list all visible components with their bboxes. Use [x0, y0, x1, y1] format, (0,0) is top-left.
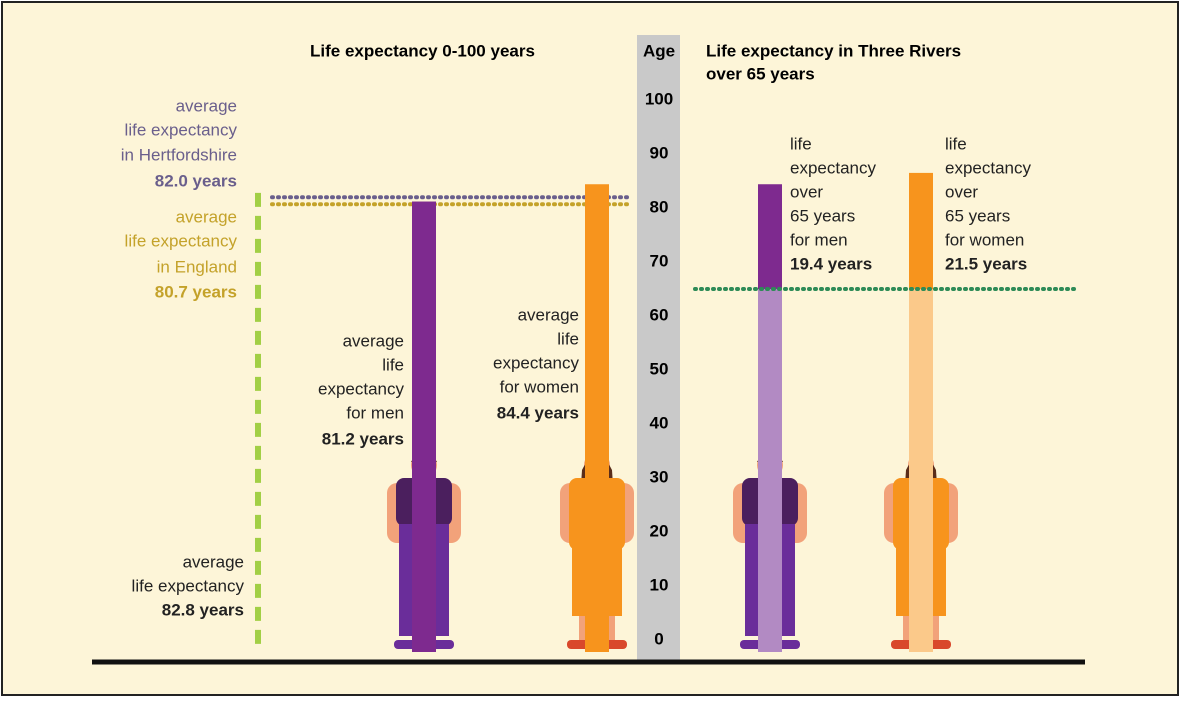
- y-tick-label: 20: [650, 521, 669, 540]
- y-tick-label: 0: [654, 629, 663, 648]
- bar-label: life: [557, 329, 579, 348]
- reference-label: life expectancy: [125, 120, 238, 139]
- reference-value: 82.0 years: [155, 171, 237, 190]
- axis-label: Age: [643, 41, 675, 60]
- reference-label: life expectancy: [132, 576, 245, 595]
- bar: [585, 184, 609, 653]
- bar-label: for women: [500, 377, 579, 396]
- bar-label: expectancy: [493, 353, 579, 372]
- reference-label: average: [176, 96, 237, 115]
- bar-value: 19.4 years: [790, 254, 872, 273]
- bar-value: 21.5 years: [945, 254, 1027, 273]
- bar-base: [909, 289, 933, 652]
- reference-label: in England: [157, 257, 237, 276]
- bar-label: over: [790, 182, 823, 201]
- reference-label: average: [183, 552, 244, 571]
- bar-label: life: [382, 355, 404, 374]
- bar: [412, 201, 436, 652]
- bar-value: 84.4 years: [497, 403, 579, 422]
- y-tick-label: 50: [650, 359, 669, 378]
- reference-label: life expectancy: [125, 231, 238, 250]
- bar-label: expectancy: [318, 379, 404, 398]
- bar-base: [758, 289, 782, 652]
- age-column: [637, 35, 680, 662]
- bar-label: expectancy: [790, 158, 876, 177]
- reference-value: 82.8 years: [162, 600, 244, 619]
- left-title: Life expectancy 0-100 years: [310, 41, 535, 60]
- bar-label: 65 years: [790, 206, 855, 225]
- y-tick-label: 40: [650, 413, 669, 432]
- y-tick-label: 10: [650, 575, 669, 594]
- y-tick-label: 100: [645, 89, 673, 108]
- y-tick-label: 90: [650, 143, 669, 162]
- bar-label: for men: [790, 230, 848, 249]
- bar-label: for women: [945, 230, 1024, 249]
- bar-label: expectancy: [945, 158, 1031, 177]
- right-title: over 65 years: [706, 64, 815, 83]
- bar-label: life: [945, 134, 967, 153]
- bar-label: 65 years: [945, 206, 1010, 225]
- reference-label: average: [176, 207, 237, 226]
- bar-label: average: [518, 305, 579, 324]
- y-tick-label: 70: [650, 251, 669, 270]
- y-tick-label: 80: [650, 197, 669, 216]
- bar-label: over: [945, 182, 978, 201]
- reference-value: 80.7 years: [155, 282, 237, 301]
- bar-value: 81.2 years: [322, 429, 404, 448]
- right-title: Life expectancy in Three Rivers: [706, 41, 961, 60]
- y-tick-label: 60: [650, 305, 669, 324]
- y-tick-label: 30: [650, 467, 669, 486]
- reference-label: in Hertfordshire: [121, 145, 237, 164]
- bar-label: average: [343, 331, 404, 350]
- bar: [758, 184, 782, 289]
- bar-label: for men: [346, 403, 404, 422]
- bar: [909, 172, 933, 289]
- bar-label: life: [790, 134, 812, 153]
